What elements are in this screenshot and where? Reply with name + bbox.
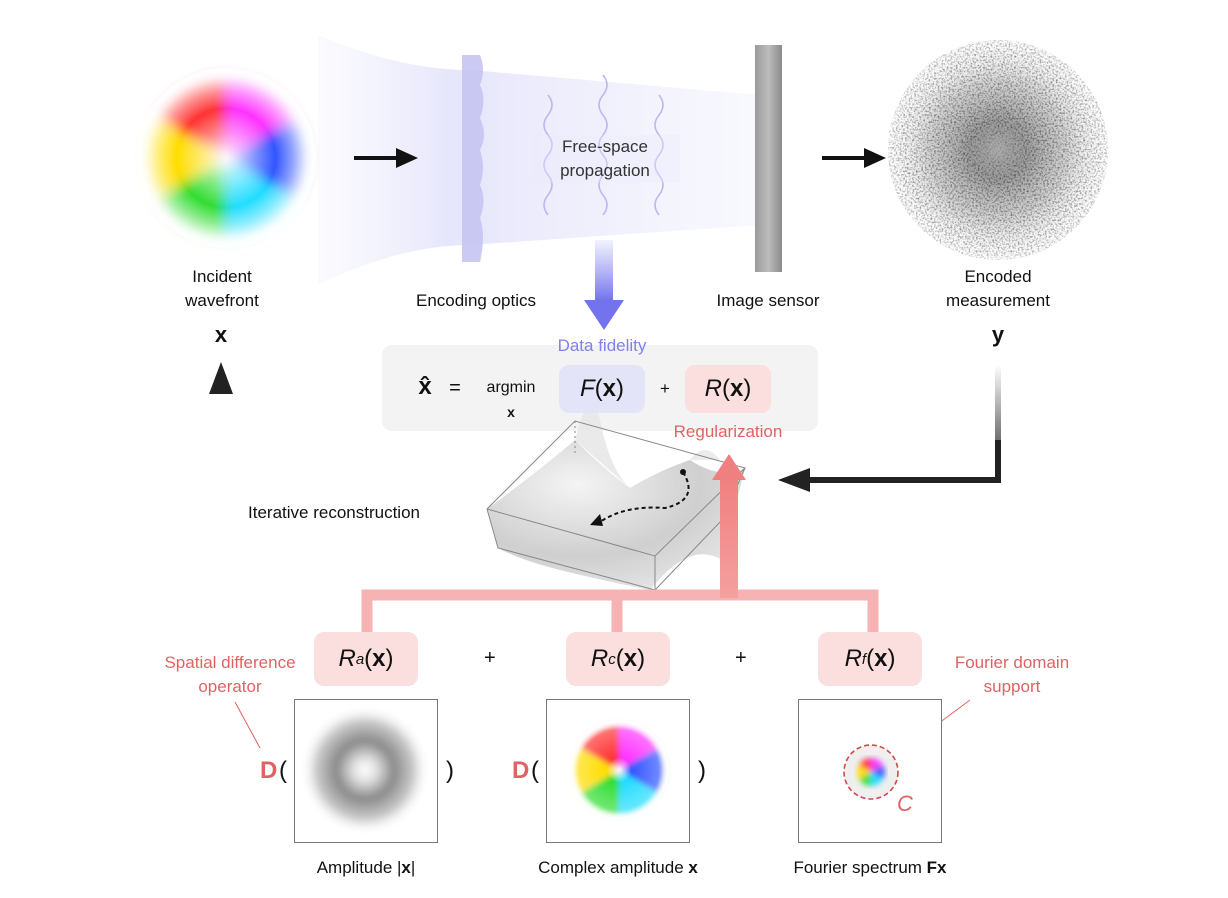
incident-wavefront-blob xyxy=(136,68,316,248)
equation-argmin-sub: x xyxy=(507,404,515,420)
fourier-spectrum-caption: Fourier spectrum Fx xyxy=(768,856,972,880)
ra-arg: x xyxy=(372,645,386,672)
support-symbol: C xyxy=(897,791,913,816)
beam-cone xyxy=(318,35,760,285)
amplitude-caption-prefix: Amplitude | xyxy=(316,858,402,877)
fourier-spectrum-panel xyxy=(798,699,942,843)
iterative-reconstruction-arrow xyxy=(209,362,450,483)
arrow-to-measurement xyxy=(822,148,886,168)
amplitude-panel xyxy=(294,699,438,843)
fourier-caption-prefix: Fourier spectrum xyxy=(793,858,927,877)
equation-equals: = xyxy=(449,377,461,399)
rf-arg: x xyxy=(874,645,888,672)
encoded-measurement-speckle xyxy=(878,30,1118,270)
equation-plus: + xyxy=(660,379,670,398)
data-fidelity-label: Data fidelity xyxy=(557,336,647,355)
encoded-measurement-label: Encoded measurement xyxy=(946,267,1050,310)
measurement-feedback-arrow xyxy=(778,365,1001,492)
open-paren-2: ( xyxy=(531,757,539,784)
arrow-to-optics xyxy=(354,148,418,168)
encoding-optics-plate xyxy=(462,55,484,262)
diff-operator-d-1: D xyxy=(260,757,278,784)
complex-amplitude-image xyxy=(569,720,669,820)
ra-name: R xyxy=(338,645,356,672)
spatial-difference-label: Spatial difference operator xyxy=(164,653,296,696)
fidelity-function-name: F xyxy=(579,375,595,402)
complex-amplitude-caption: Complex amplitude x xyxy=(512,856,724,880)
ra-sub: a xyxy=(355,650,365,668)
spatial-diff-leader xyxy=(234,701,261,749)
incident-symbol: x xyxy=(214,322,228,347)
complex-caption-prefix: Complex amplitude xyxy=(538,858,689,877)
regularization-term: R(x) xyxy=(685,365,771,413)
regularization-tree xyxy=(361,454,879,632)
image-sensor-bar xyxy=(755,45,782,272)
rf-sub: f xyxy=(861,650,867,668)
encoding-optics-label: Encoding optics xyxy=(415,291,537,310)
iterative-reconstruction-label: Iterative reconstruction xyxy=(248,503,420,522)
equation-argmin: argmin xyxy=(486,379,536,396)
close-paren-1: ) xyxy=(446,757,454,784)
rc-arg: x xyxy=(623,645,638,672)
rc-sub: c xyxy=(608,650,616,668)
fidelity-function-arg: x xyxy=(602,375,617,402)
close-paren-2: ) xyxy=(698,757,706,784)
open-paren-1: ( xyxy=(279,757,287,784)
complex-amplitude-panel xyxy=(546,699,690,843)
image-sensor-label: Image sensor xyxy=(716,291,820,310)
equation-xhat: x̂ xyxy=(418,373,432,400)
data-fidelity-arrow xyxy=(584,240,624,330)
propagation-waves xyxy=(543,74,664,216)
regularization-label: Regularization xyxy=(673,422,783,441)
diff-operator-d-2: D xyxy=(512,757,530,784)
amplitude-caption-suffix: | xyxy=(410,858,416,877)
amplitude-caption: Amplitude |x| xyxy=(290,856,442,880)
fourier-caption-fx: Fx xyxy=(926,858,947,877)
measurement-symbol: y xyxy=(991,322,1005,347)
support-boundary xyxy=(843,744,899,800)
regularizer-plus-1: + xyxy=(484,647,496,669)
complex-caption-x: x xyxy=(688,858,698,877)
propagation-label: Free-space propagation xyxy=(530,135,680,183)
incident-wavefront-label: Incident wavefront xyxy=(185,267,259,310)
rc-name: R xyxy=(590,645,609,672)
rf-name: R xyxy=(844,645,862,672)
data-fidelity-term: F(x) xyxy=(559,365,645,413)
regularizer-plus-2: + xyxy=(735,647,747,669)
regularization-function-arg: x xyxy=(729,375,744,402)
regularization-function-name: R xyxy=(704,375,722,402)
fourier-spectrum-image xyxy=(843,744,899,800)
amplitude-caption-x: x xyxy=(401,858,411,877)
fourier-support-label: Fourier domain support xyxy=(954,653,1070,696)
amplitude-ring-image xyxy=(301,706,429,834)
